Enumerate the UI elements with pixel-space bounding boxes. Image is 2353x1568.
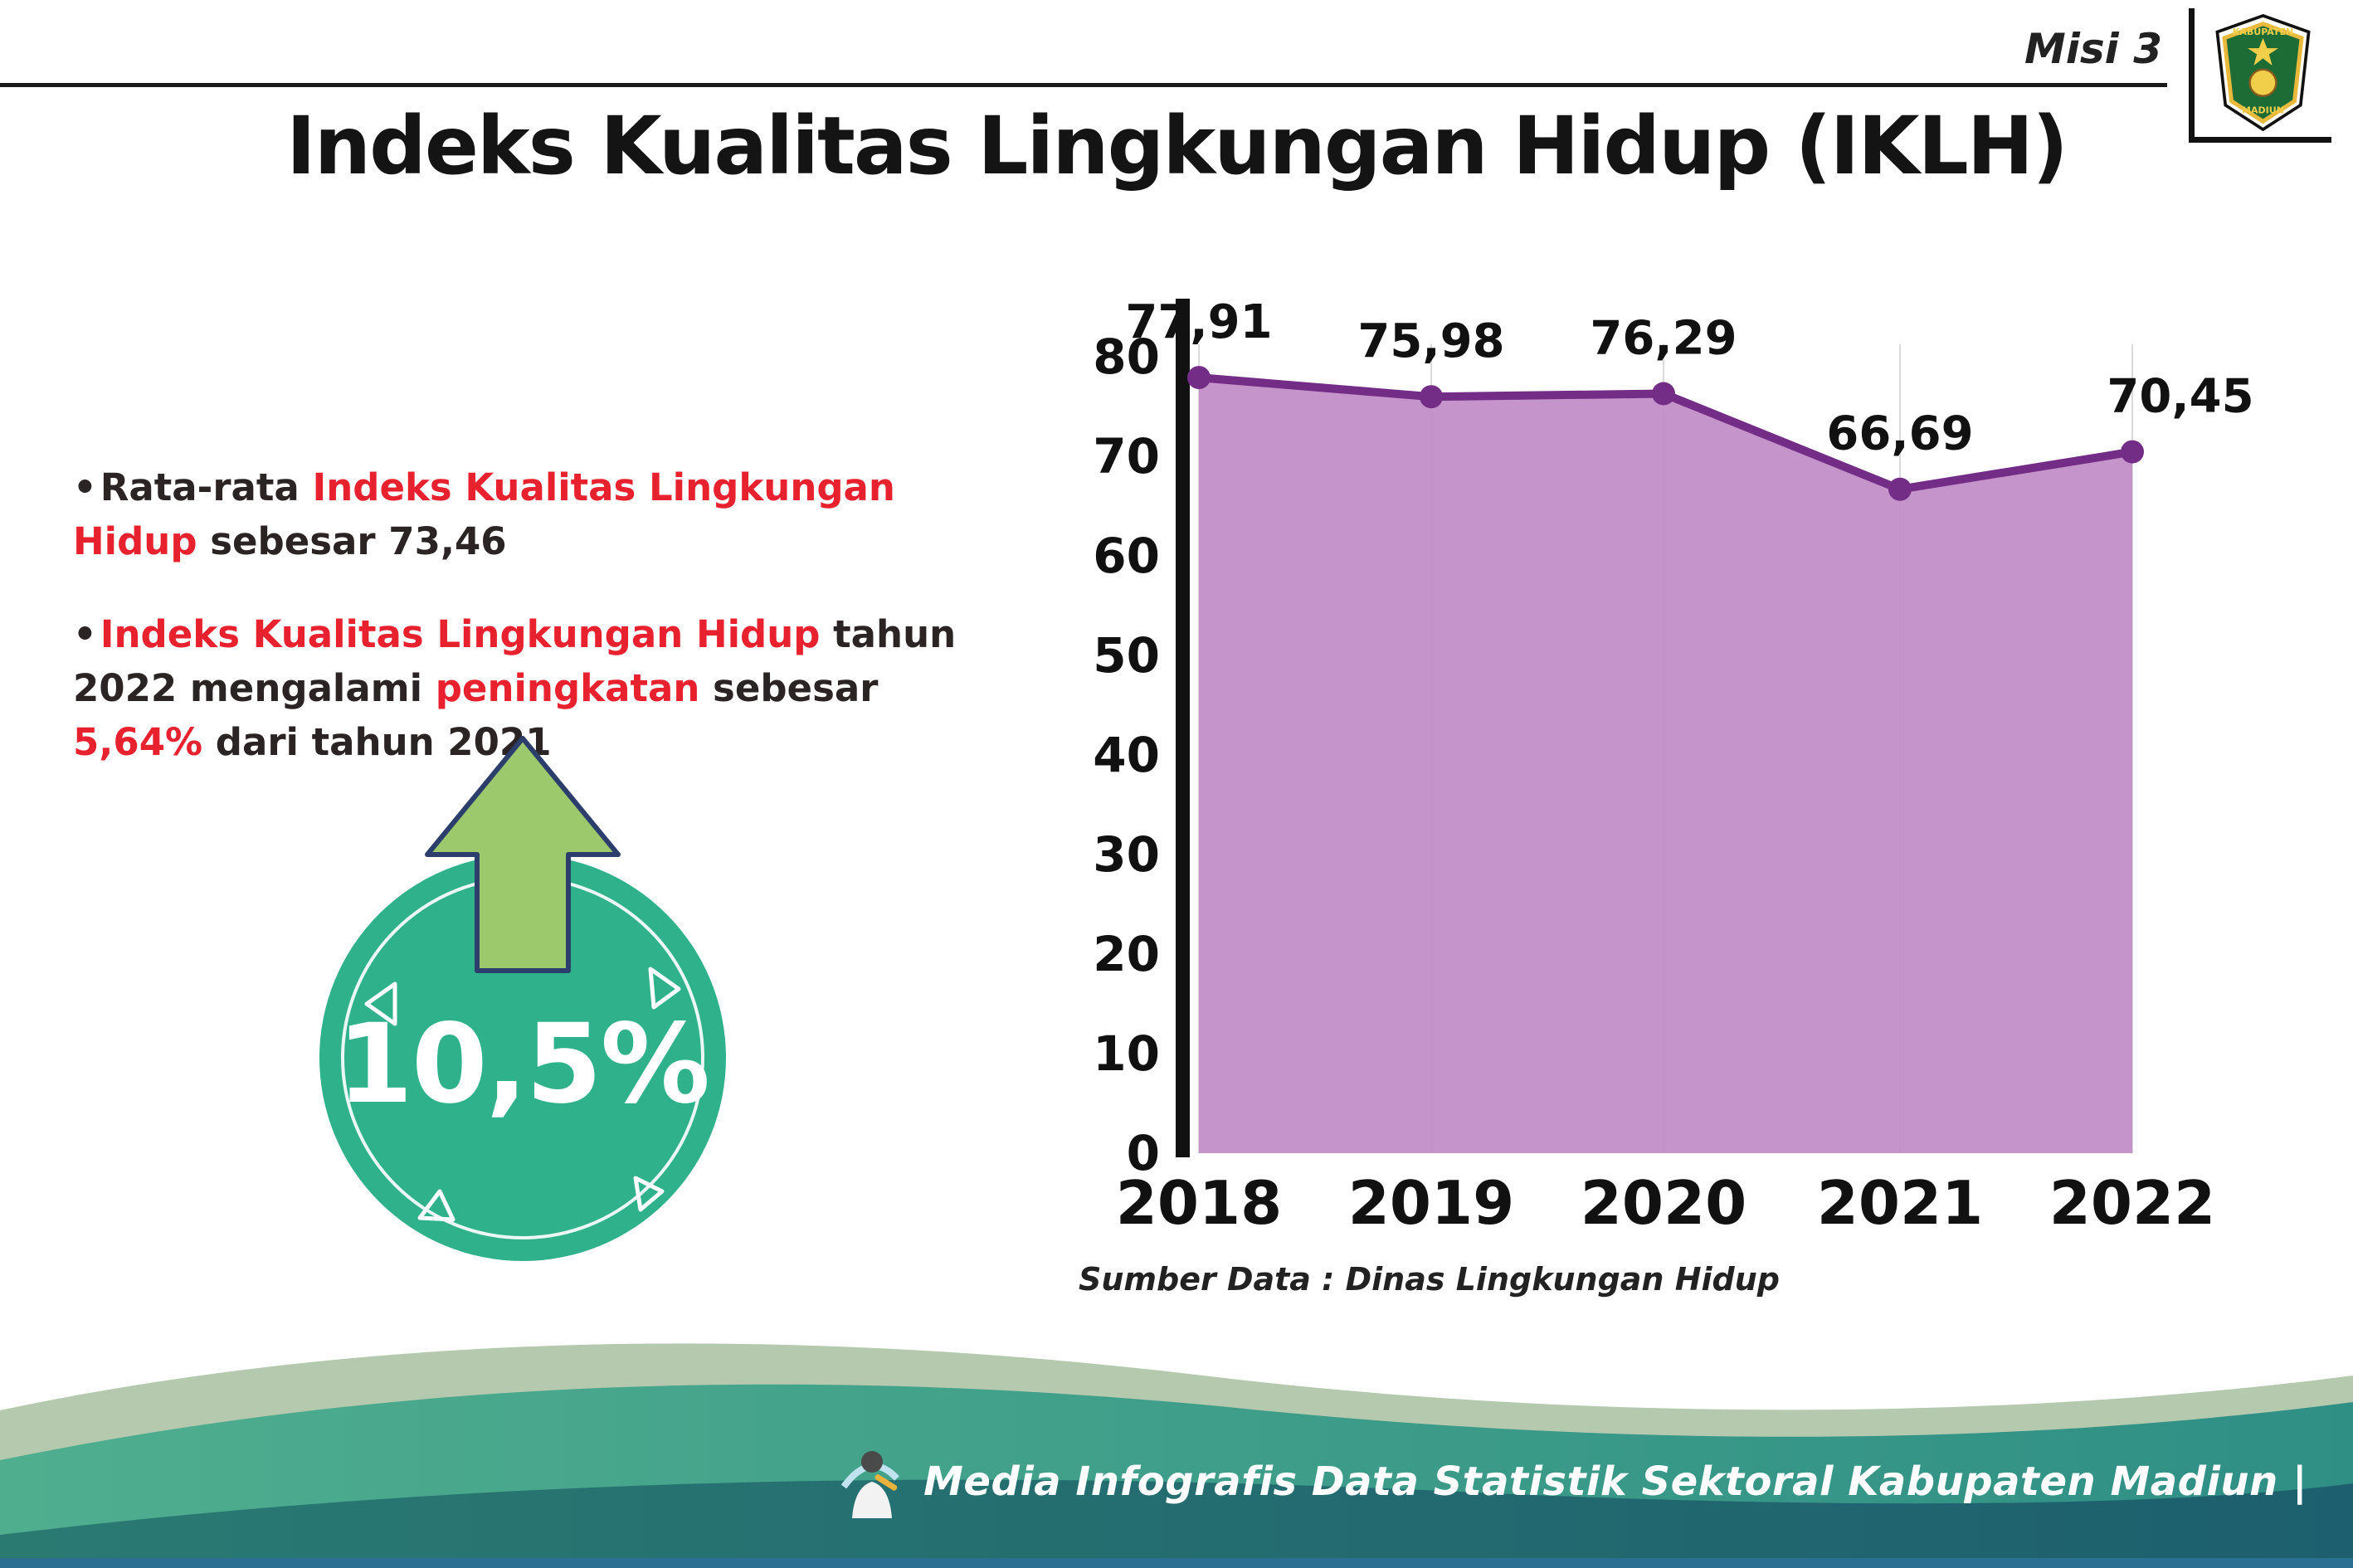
bullet-text-segment: Indeks Kualitas Lingkungan Hidup [100, 611, 821, 656]
iklh-area-chart: 77,91 75,98 76,29 66,69 70,45 0 10 20 30 40 50 60 70… [1093, 295, 2253, 1238]
footer: Media Infografis Data Statistik Sektoral… [835, 1444, 2307, 1520]
footer-caption: Media Infografis Data Statistik Sektoral… [923, 1458, 2307, 1505]
x-tick-label: 2020 [1581, 1168, 1746, 1238]
footer-waves [0, 1343, 2353, 1568]
page-title: Indeks Kualitas Lingkungan Hidup (IKLH) [286, 100, 2068, 192]
x-tick-label: 2021 [1817, 1168, 1983, 1238]
y-tick-label: 0 [1127, 1125, 1160, 1181]
source-caption: Sumber Data : Dinas Lingkungan Hidup [1079, 1261, 1780, 1298]
y-tick-label: 50 [1093, 627, 1160, 684]
area-fill [1199, 377, 2132, 1154]
badge-circle: 10,5% [319, 855, 726, 1261]
data-point [1420, 385, 1443, 409]
crest-icon: KABUPATEN MADIUN [2215, 13, 2311, 132]
footer-bottom-strip [0, 1558, 2353, 1568]
x-tick-label: 2018 [1116, 1168, 1282, 1238]
bullet-text-segment: Indeks Kualitas Lingkungan Hidup [73, 465, 895, 564]
value-label: 77,91 [1125, 295, 1272, 349]
misi-label: Misi 3 [2024, 25, 2162, 73]
iklh-chart: 77,91 75,98 76,29 66,69 70,45 0 10 20 30 40 50 60 70… [1004, 274, 2298, 1269]
y-axis [1176, 299, 1190, 1157]
data-point [1187, 366, 1211, 390]
y-tick-label: 30 [1093, 826, 1160, 883]
y-tick-label: 10 [1093, 1025, 1160, 1082]
bullet-text-segment: peningkatan [435, 665, 700, 710]
bullet-dot: • [73, 611, 97, 656]
value-label: 70,45 [2107, 370, 2253, 424]
bullet-dot: • [73, 465, 97, 509]
x-tick-label: 2019 [1348, 1168, 1514, 1238]
bullet-text-segment: sebesar [699, 665, 879, 710]
data-point [2121, 440, 2144, 464]
value-label: 66,69 [1826, 407, 1973, 461]
logo-text-1: KABUPATEN [2233, 27, 2293, 37]
logo-text-2: MADIUN [2242, 105, 2284, 115]
bullet-text-segment: tahun 2022 mengalami [73, 611, 957, 710]
y-tick-label: 40 [1093, 727, 1160, 783]
header-divider [0, 83, 2167, 87]
badge-value: 10,5% [337, 1001, 710, 1128]
x-tick-label: 2022 [2049, 1168, 2215, 1238]
summary-bullets: •Rata-rata Indeks Kualitas Lingkungan Hi… [73, 460, 969, 807]
footer-wave-deep [0, 1479, 2353, 1568]
mascot-icon [840, 1451, 900, 1518]
value-label: 76,29 [1590, 312, 1737, 366]
bullet-text-segment: Rata-rata [100, 465, 313, 509]
data-point [1888, 477, 1912, 501]
bullet-text-segment: 5,64% [73, 720, 203, 764]
value-label: 75,98 [1357, 314, 1504, 368]
bullet-text-segment: sebesar 73,46 [197, 519, 507, 564]
y-tick-label: 70 [1093, 428, 1160, 485]
y-tick-label: 80 [1093, 329, 1160, 385]
y-tick-label: 60 [1093, 528, 1160, 584]
kabupaten-madiun-logo: KABUPATEN MADIUN [2189, 8, 2331, 143]
bullet-item: •Indeks Kualitas Lingkungan Hidup tahun … [73, 607, 969, 770]
bullet-item: •Rata-rata Indeks Kualitas Lingkungan Hi… [73, 460, 969, 569]
data-point [1652, 382, 1675, 406]
increase-badge: 10,5% [315, 730, 730, 1278]
y-tick-label: 20 [1093, 926, 1160, 982]
